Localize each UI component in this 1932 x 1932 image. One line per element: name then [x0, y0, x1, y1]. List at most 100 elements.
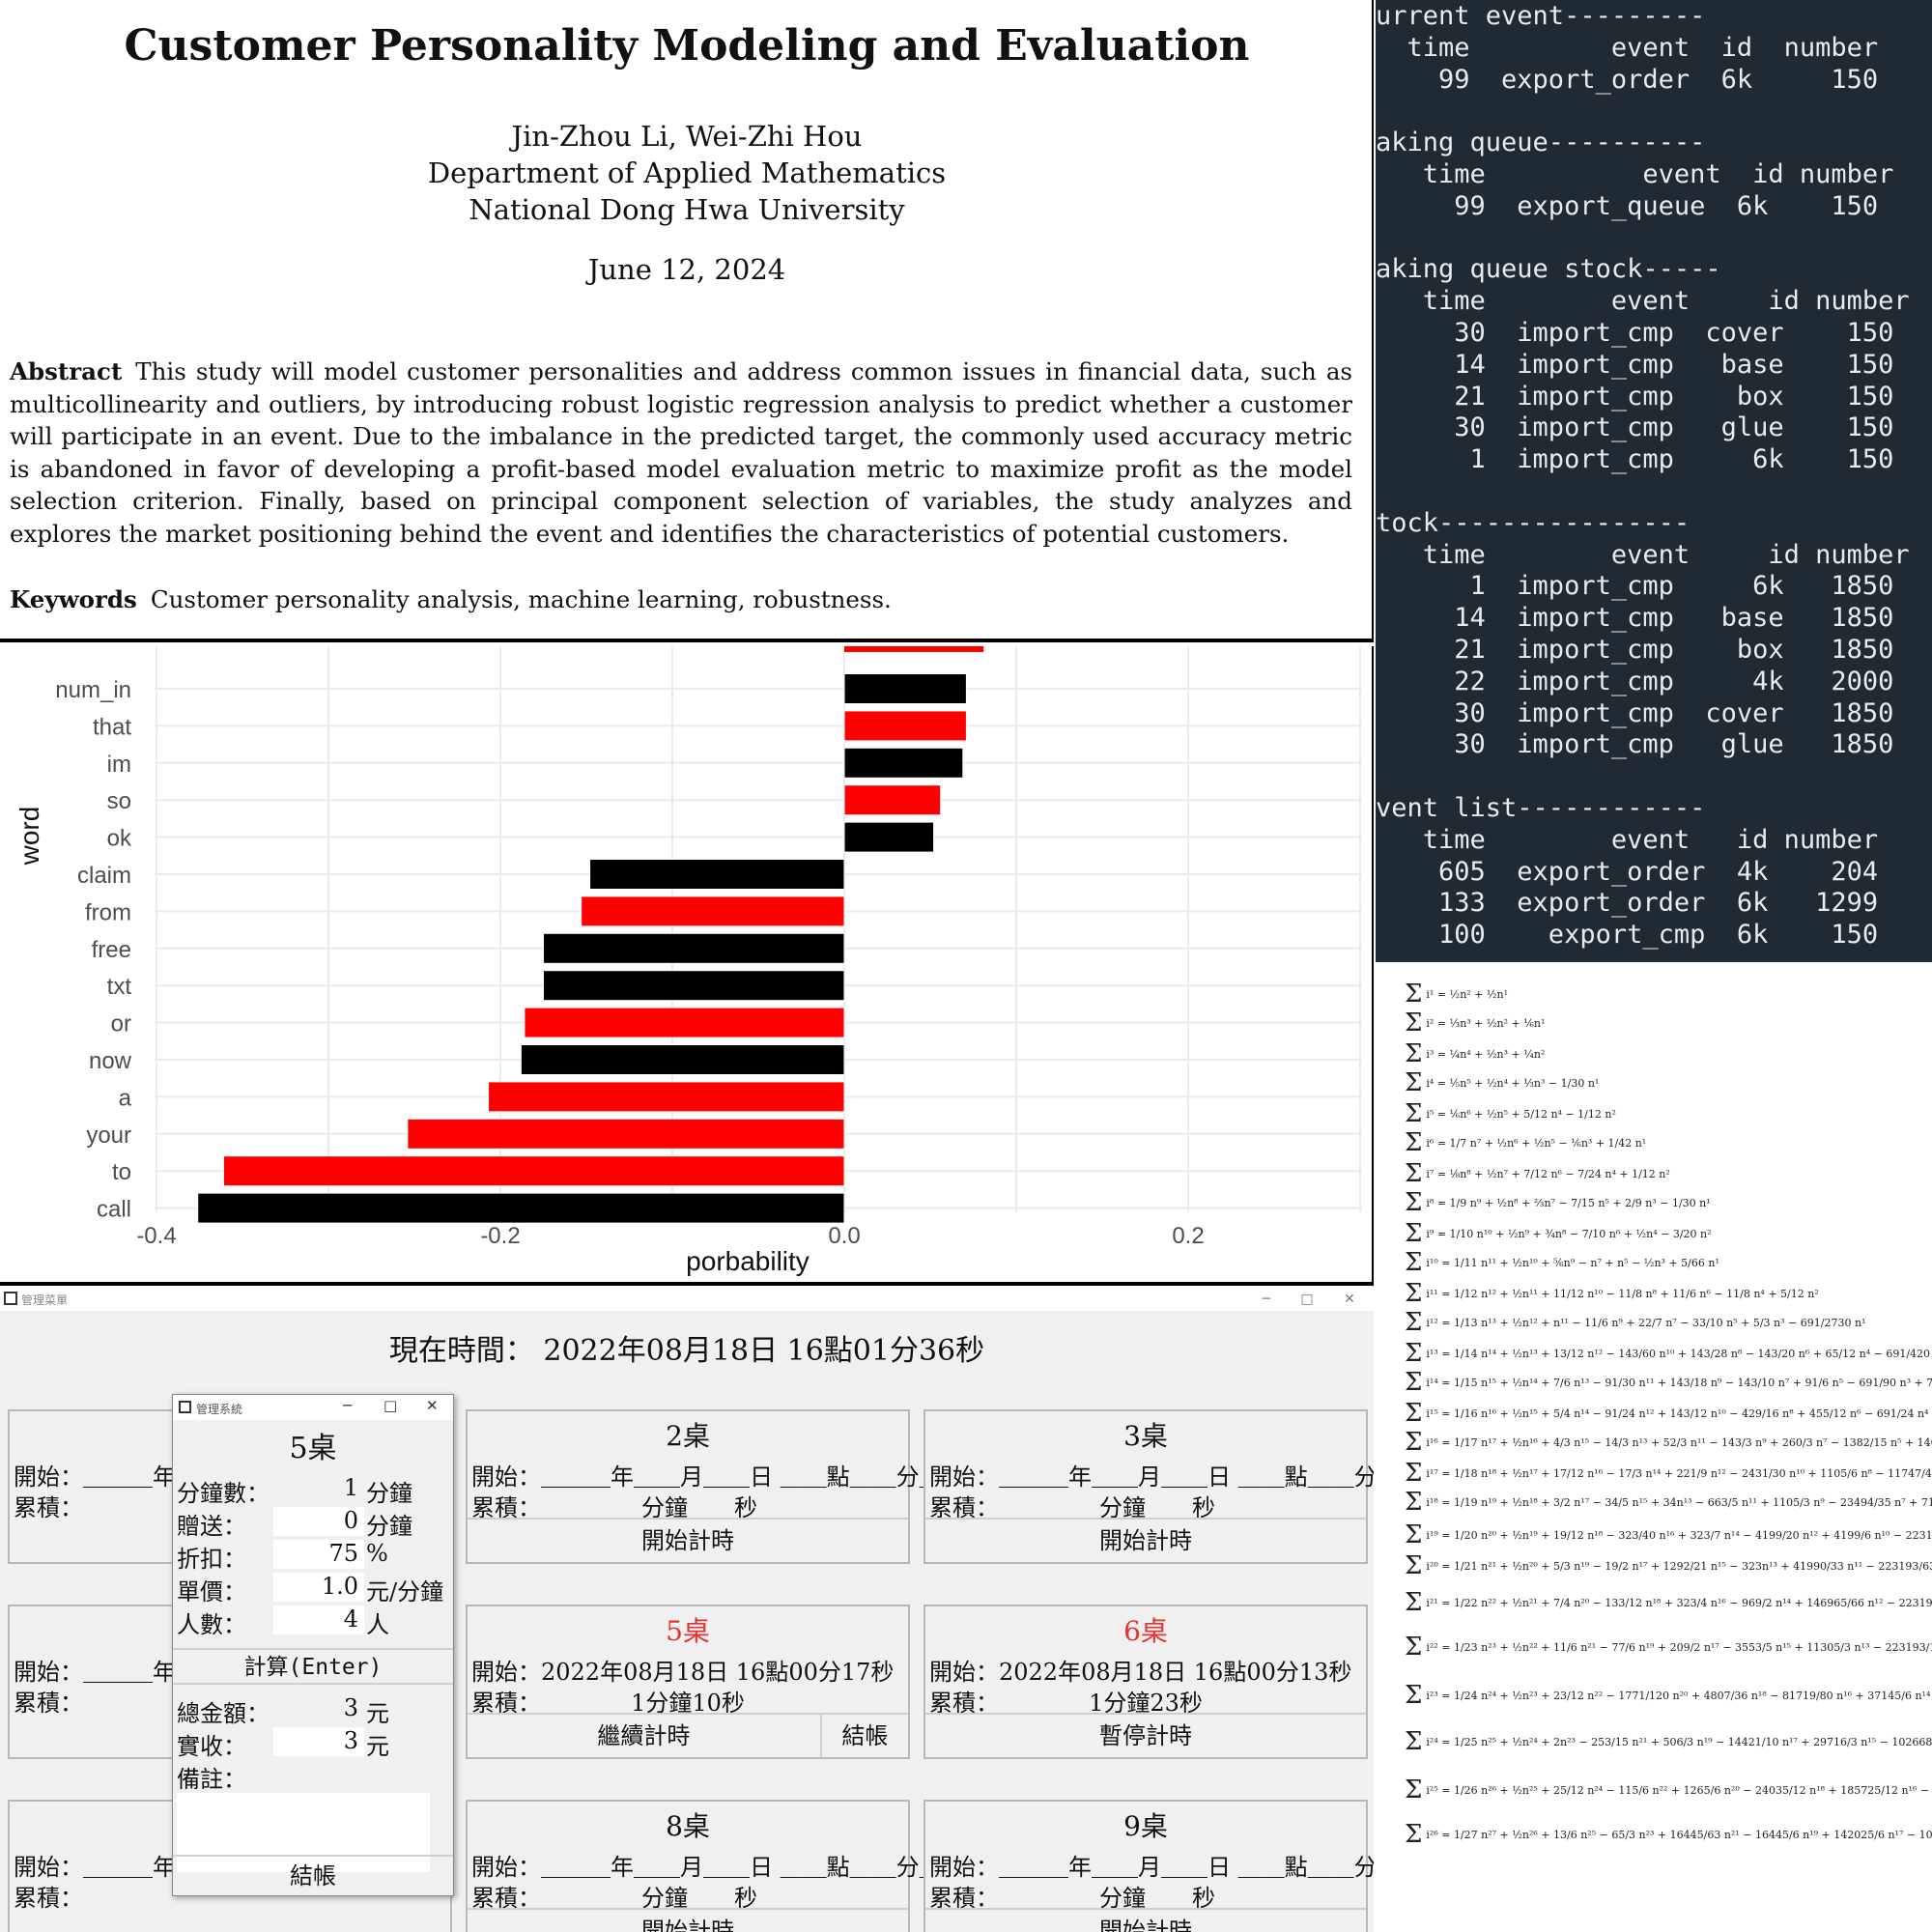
price-input[interactable]: 1.0 — [273, 1573, 364, 1602]
start-timer-button[interactable]: 開始計時 — [925, 1518, 1366, 1562]
sigma-icon: Σ — [1405, 1820, 1423, 1849]
discount-label: 折扣： — [177, 1546, 246, 1573]
start-label: 開始： — [929, 1463, 999, 1491]
memo-textarea[interactable] — [177, 1793, 440, 1872]
start-label: 開始： — [471, 1463, 541, 1491]
dialog-maximize-icon[interactable]: □ — [384, 1397, 398, 1414]
formula-text: i² = ⅓n³ + ½n² + ⅙n¹ — [1426, 1016, 1546, 1030]
total-label: 累積： — [929, 1690, 999, 1717]
start-label: 開始： — [471, 1659, 541, 1686]
discount-unit: % — [366, 1540, 388, 1567]
billing-dialog: 管理系統 ─ □ ✕ 5桌 分鐘數： 1 分鐘 贈送： 0 分鐘 折扣： 75 … — [172, 1394, 454, 1896]
abstract-text: This study will model customer personali… — [10, 357, 1352, 548]
bar-your — [407, 1118, 845, 1150]
pause-timer-button[interactable]: 暫停計時 — [925, 1713, 1366, 1757]
bar-txt — [543, 970, 845, 1002]
y-tick-label: claim — [77, 863, 131, 889]
people-unit: 人 — [366, 1611, 389, 1638]
total-label: 累積： — [929, 1885, 999, 1912]
gift-input[interactable]: 0 — [273, 1507, 364, 1536]
y-tick-label: now — [89, 1048, 132, 1074]
table-card-8: 8桌 開始： ＿＿＿年＿＿月＿＿日 ＿＿點＿＿分＿＿秒 累積： ＿分鐘＿＿秒 開… — [466, 1800, 989, 1932]
app-title-bar: 管理菜單 ─ □ ✕ — [0, 1288, 1374, 1311]
maximize-icon[interactable]: □ — [1300, 1292, 1314, 1307]
sigma-icon: Σ — [1405, 1099, 1423, 1128]
paper-authors: Jin-Zhou Li, Wei-Zhi Hou — [511, 120, 863, 153]
discount-input[interactable]: 75 — [273, 1540, 364, 1569]
paper-title: Customer Personality Modeling and Evalua… — [124, 21, 1250, 71]
start-timer-button[interactable]: 開始計時 — [468, 1518, 908, 1562]
paper-department: Department of Applied Mathematics — [427, 156, 947, 189]
price-unit: 元/分鐘 — [366, 1578, 444, 1605]
start-label: 開始： — [471, 1854, 541, 1881]
start-value: ＿＿＿年＿＿月＿＿日 ＿＿點＿＿分＿＿秒 — [541, 1463, 989, 1491]
y-tick-label: that — [93, 714, 131, 740]
bar-num_in — [843, 673, 967, 704]
total-value: 1分鐘10秒 — [631, 1690, 745, 1717]
close-icon[interactable]: ✕ — [1344, 1292, 1355, 1307]
sigma-icon: Σ — [1405, 1727, 1423, 1756]
x-tick-label: -0.2 — [480, 1223, 520, 1249]
paid-row: 實收： 3 元 — [177, 1727, 451, 1760]
minimize-icon[interactable]: ─ — [1262, 1292, 1271, 1307]
paper-date: June 12, 2024 — [587, 253, 786, 286]
table-name: 3桌 — [1123, 1420, 1168, 1452]
formula-text: i¹⁷ = 1/18 n¹⁸ + ½n¹⁷ + 17/12 n¹⁶ − 17/3… — [1426, 1466, 1932, 1480]
dialog-minimize-icon[interactable]: ─ — [343, 1397, 353, 1414]
formula-text: i¹⁵ = 1/16 n¹⁶ + ½n¹⁵ + 5/4 n¹⁴ − 91/24 … — [1426, 1406, 1932, 1420]
price-row: 單價： 1.0 元/分鐘 — [177, 1573, 451, 1605]
keywords-label: Keywords — [10, 585, 137, 613]
resume-timer-button[interactable]: 繼續計時 — [468, 1713, 820, 1757]
table-name-active: 5桌 — [666, 1615, 710, 1647]
x-tick-label: 0.0 — [828, 1223, 860, 1249]
sigma-icon: Σ — [1405, 1399, 1423, 1428]
start-timer-button[interactable]: 開始計時 — [468, 1908, 908, 1932]
people-input[interactable]: 4 — [273, 1605, 364, 1634]
bar-claim — [589, 859, 845, 890]
people-label: 人數： — [177, 1611, 246, 1638]
formula-text: i⁶ = 1/7 n⁷ + ½n⁶ + ½n⁵ − ⅙n³ + 1/42 n¹ — [1426, 1136, 1647, 1150]
y-tick-label: to — [112, 1159, 131, 1185]
paid-input[interactable]: 3 — [273, 1727, 364, 1756]
start-value: ＿＿＿年＿＿月＿＿日 ＿＿點＿＿分＿＿秒 — [541, 1854, 989, 1881]
sigma-icon: Σ — [1405, 1159, 1423, 1188]
sigma-icon: Σ — [1405, 1588, 1423, 1617]
total-amount-label: 總金額： — [177, 1700, 270, 1727]
sigma-icon: Σ — [1405, 1308, 1423, 1337]
start-value: 2022年08月18日 16點00分13秒 — [999, 1659, 1352, 1686]
y-tick-label: or — [111, 1011, 131, 1037]
total-row: 總金額： 3 元 — [177, 1694, 451, 1727]
dialog-settle-button[interactable]: 結帳 — [173, 1855, 453, 1895]
start-timer-button[interactable]: 開始計時 — [925, 1908, 1366, 1932]
chart-x-axis-label: porbability — [686, 1246, 810, 1276]
table-card-5: 5桌 開始： 2022年08月18日 16點00分17秒 累積： 1分鐘10秒 … — [466, 1605, 910, 1759]
sigma-icon: Σ — [1405, 1219, 1423, 1248]
start-value: 2022年08月18日 16點00分17秒 — [541, 1659, 895, 1686]
paid-label: 實收： — [177, 1733, 246, 1760]
total-amount-unit: 元 — [366, 1700, 389, 1727]
minutes-row: 分鐘數： 1 分鐘 — [177, 1474, 451, 1507]
sigma-icon: Σ — [1405, 1520, 1423, 1549]
paper-keywords: Keywords Customer personality analysis, m… — [10, 585, 1352, 613]
formula-text: i⁹ = 1/10 n¹⁰ + ½n⁹ + ¾n⁸ − 7/10 n⁶ + ½n… — [1426, 1227, 1712, 1240]
y-tick-label: call — [97, 1197, 131, 1223]
sigma-icon: Σ — [1405, 1633, 1423, 1662]
settle-button[interactable]: 結帳 — [819, 1713, 908, 1757]
table-name-active: 6桌 — [1123, 1615, 1168, 1647]
sigma-icon: Σ — [1405, 1188, 1423, 1217]
sigma-icon: Σ — [1405, 980, 1423, 1009]
dialog-close-icon[interactable]: ✕ — [426, 1397, 439, 1414]
sigma-icon: Σ — [1405, 1068, 1423, 1097]
calculate-button[interactable]: 計算(Enter) — [173, 1648, 453, 1685]
dialog-window-title: 管理系統 — [196, 1403, 243, 1416]
